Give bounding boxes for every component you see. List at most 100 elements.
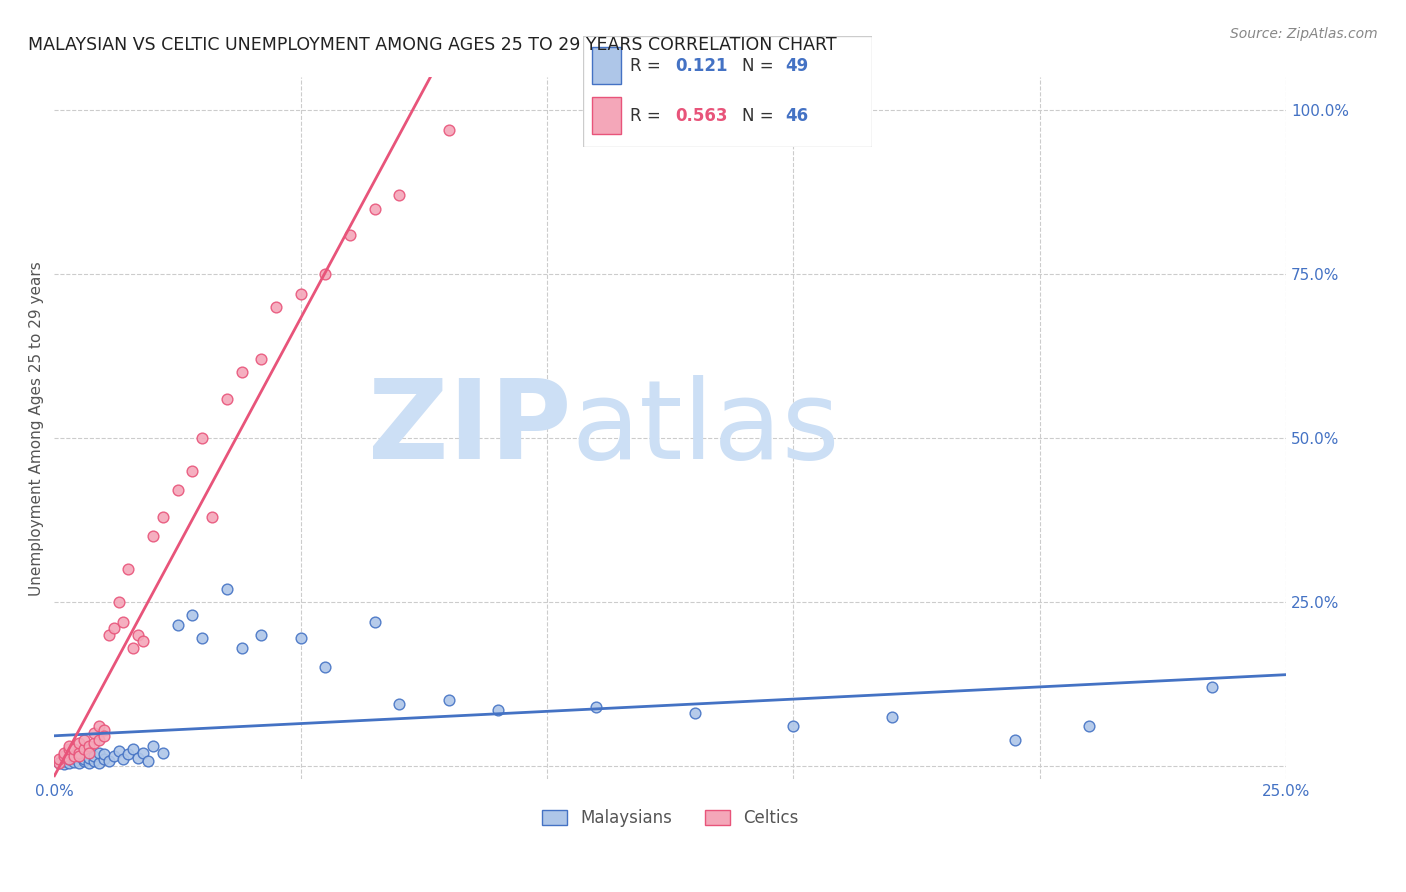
Text: R =: R =: [630, 107, 665, 125]
Point: [93, 729, 115, 743]
Point: [264, 300, 287, 314]
Point: [48, 756, 70, 770]
Point: [290, 286, 312, 301]
Point: [58, 752, 80, 766]
Point: [83, 736, 105, 750]
Point: [77, 739, 100, 753]
Point: [107, 595, 129, 609]
Point: [142, 529, 165, 543]
Point: [67, 749, 90, 764]
Point: [437, 693, 460, 707]
Text: atlas: atlas: [572, 375, 841, 482]
Point: [77, 756, 100, 771]
Point: [103, 621, 125, 635]
Point: [73, 754, 96, 768]
Point: [112, 752, 135, 766]
Point: [1201, 680, 1223, 694]
Point: [388, 188, 411, 202]
Text: ZIP: ZIP: [368, 375, 572, 482]
Point: [77, 751, 100, 765]
Point: [388, 697, 411, 711]
Point: [117, 747, 139, 761]
Point: [363, 615, 385, 629]
Point: [53, 756, 76, 771]
Text: MALAYSIAN VS CELTIC UNEMPLOYMENT AMONG AGES 25 TO 29 YEARS CORRELATION CHART: MALAYSIAN VS CELTIC UNEMPLOYMENT AMONG A…: [28, 36, 837, 54]
Text: 46: 46: [785, 107, 808, 125]
Point: [58, 742, 80, 756]
Point: [58, 739, 80, 753]
Point: [87, 732, 110, 747]
Text: N =: N =: [742, 107, 779, 125]
Point: [166, 618, 188, 632]
Point: [93, 752, 115, 766]
Point: [127, 628, 149, 642]
Point: [48, 756, 70, 770]
Point: [117, 562, 139, 576]
Point: [683, 706, 706, 721]
Point: [63, 755, 86, 769]
Point: [215, 582, 238, 596]
Text: 0.563: 0.563: [676, 107, 728, 125]
Point: [191, 631, 214, 645]
Text: 0.121: 0.121: [676, 57, 728, 75]
Point: [87, 746, 110, 760]
Point: [191, 431, 214, 445]
Point: [73, 732, 96, 747]
Point: [585, 699, 607, 714]
Point: [181, 607, 204, 622]
Point: [290, 631, 312, 645]
Point: [231, 640, 253, 655]
Point: [107, 744, 129, 758]
Point: [250, 352, 273, 367]
Point: [48, 752, 70, 766]
Bar: [592, 47, 621, 84]
Point: [53, 754, 76, 768]
Point: [132, 746, 155, 760]
Text: Source: ZipAtlas.com: Source: ZipAtlas.com: [1230, 27, 1378, 41]
Point: [103, 749, 125, 764]
Point: [67, 749, 90, 764]
Point: [314, 660, 336, 674]
Point: [201, 509, 224, 524]
Point: [53, 746, 76, 760]
Point: [58, 756, 80, 771]
Legend: Malaysians, Celtics: Malaysians, Celtics: [534, 803, 806, 834]
Point: [166, 483, 188, 498]
Point: [880, 709, 903, 723]
Bar: [592, 97, 621, 134]
Point: [67, 736, 90, 750]
Point: [314, 267, 336, 281]
Point: [1004, 732, 1026, 747]
Point: [77, 746, 100, 760]
Point: [83, 726, 105, 740]
Point: [87, 756, 110, 770]
Point: [67, 746, 90, 760]
Text: R =: R =: [630, 57, 665, 75]
Point: [93, 747, 115, 761]
Point: [87, 719, 110, 733]
Point: [250, 628, 273, 642]
Point: [73, 742, 96, 756]
Point: [782, 719, 804, 733]
Point: [58, 752, 80, 766]
Point: [215, 392, 238, 406]
Point: [152, 746, 174, 760]
Point: [231, 366, 253, 380]
Point: [122, 640, 145, 655]
Point: [486, 703, 509, 717]
Point: [181, 464, 204, 478]
Point: [142, 739, 165, 753]
Text: 49: 49: [785, 57, 808, 75]
Point: [53, 749, 76, 764]
Point: [93, 723, 115, 737]
Point: [363, 202, 385, 216]
Point: [67, 756, 90, 770]
Point: [63, 742, 86, 756]
Point: [112, 615, 135, 629]
Point: [63, 751, 86, 765]
Point: [136, 754, 159, 768]
Point: [73, 752, 96, 766]
Y-axis label: Unemployment Among Ages 25 to 29 years: Unemployment Among Ages 25 to 29 years: [30, 260, 44, 596]
Point: [127, 751, 149, 765]
Point: [1077, 719, 1099, 733]
